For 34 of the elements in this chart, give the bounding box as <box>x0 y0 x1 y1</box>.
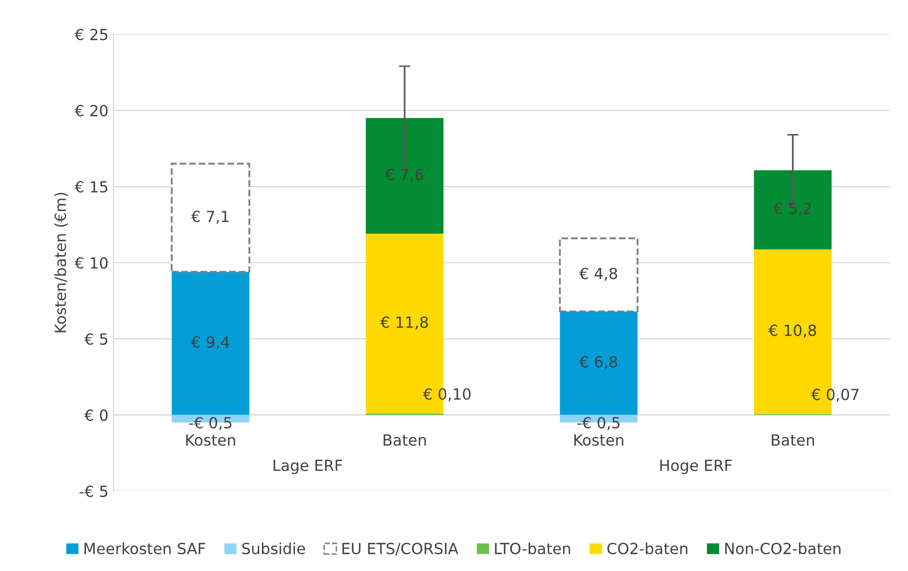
bar <box>560 311 638 415</box>
bar <box>558 237 638 312</box>
legend-label: CO2-baten <box>607 542 688 554</box>
data-label: € 10,8 <box>768 324 816 338</box>
data-label: € 7,1 <box>191 210 229 224</box>
y-axis-title: Kosten/baten (€m) <box>54 192 68 332</box>
legend-label: Meerkosten SAF <box>84 542 206 554</box>
bar <box>170 162 250 273</box>
annotation: Lage ERF <box>274 460 342 474</box>
legend-label: EU ETS/CORSIA <box>342 542 458 556</box>
data-label: € 4,8 <box>579 268 618 281</box>
y-tick-label: € 20 <box>74 104 108 116</box>
annotation: Hoge ERF <box>660 460 732 474</box>
x-tick-label: Baten <box>772 434 814 446</box>
data-label: € 5,2 <box>773 202 811 216</box>
y-tick-label: € 5 <box>84 333 108 345</box>
bar <box>172 272 250 415</box>
legend-label: Non-CO2-baten <box>725 542 840 554</box>
bar <box>366 118 444 234</box>
x-tick-label: Baten <box>384 434 426 446</box>
y-tick-label: € 0 <box>84 409 108 421</box>
y-tick-label: € 15 <box>74 180 108 193</box>
legend-label: Subsidie <box>242 542 305 554</box>
data-label: € 11,8 <box>380 316 428 330</box>
bar <box>754 170 832 250</box>
x-tick-label: Kosten <box>186 434 236 446</box>
x-tick-label: Kosten <box>574 434 624 446</box>
data-label: € 9,4 <box>191 336 230 350</box>
data-label: € 6,8 <box>579 356 618 370</box>
y-tick-label: -€ 5 <box>80 486 108 498</box>
data-label: € 7,6 <box>385 168 424 182</box>
y-tick-label: € 10 <box>74 257 108 269</box>
y-tick-label: € 25 <box>74 28 108 40</box>
legend-label: LTO-baten <box>495 542 570 554</box>
